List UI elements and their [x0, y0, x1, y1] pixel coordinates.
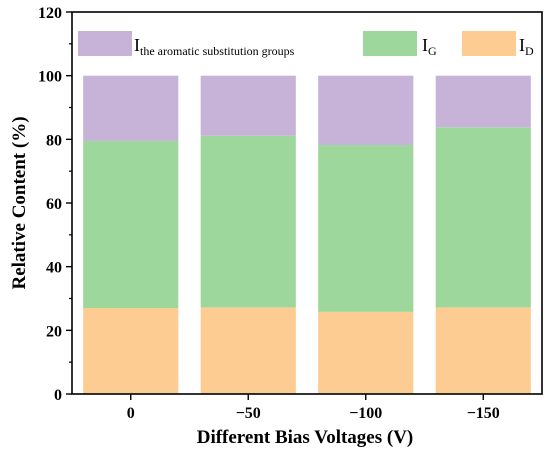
bar-segment-ig-2 [318, 145, 414, 312]
legend-swatch-iarom [78, 31, 132, 56]
bars-layer [83, 75, 531, 394]
x-tick-label: −50 [236, 405, 261, 422]
legend-label: IG [422, 35, 437, 58]
legend-swatch-id [462, 31, 516, 56]
x-tick-label: −150 [467, 405, 500, 422]
x-tick-label: 0 [127, 405, 135, 422]
bar-segment-ig-0 [83, 140, 179, 309]
x-tick-label: −100 [349, 405, 382, 422]
bar-segment-id-0 [83, 308, 179, 394]
y-tick-label: 100 [38, 69, 62, 86]
y-tick-label: 0 [54, 387, 62, 404]
bar-segment-iarom-2 [318, 75, 414, 146]
legend: Ithe aromatic substitution groups IG ID [78, 31, 534, 58]
y-tick-label: 120 [38, 5, 62, 22]
y-tick-label: 20 [46, 323, 62, 340]
y-tick-label: 80 [46, 132, 62, 149]
legend-label: Ithe aromatic substitution groups [134, 35, 295, 58]
y-tick-label: 60 [46, 196, 62, 213]
bar-segment-iarom-3 [435, 75, 531, 128]
bar-segment-ig-3 [435, 127, 531, 308]
bar-segment-id-3 [435, 307, 531, 394]
legend-swatch-ig [363, 31, 417, 56]
x-axis-title: Different Bias Voltages (V) [197, 427, 414, 448]
bar-segment-id-1 [200, 307, 296, 394]
y-tick-label: 40 [46, 260, 62, 277]
bar-segment-id-2 [318, 311, 414, 394]
bar-segment-iarom-1 [200, 75, 296, 136]
axes: 0 20 40 60 80 100 120 0 −50 −100 −150 [38, 5, 543, 422]
y-axis-title: Relative Content (%) [9, 116, 30, 289]
legend-label: ID [519, 35, 534, 58]
bar-segment-ig-1 [200, 135, 296, 308]
bar-segment-iarom-0 [83, 75, 179, 141]
